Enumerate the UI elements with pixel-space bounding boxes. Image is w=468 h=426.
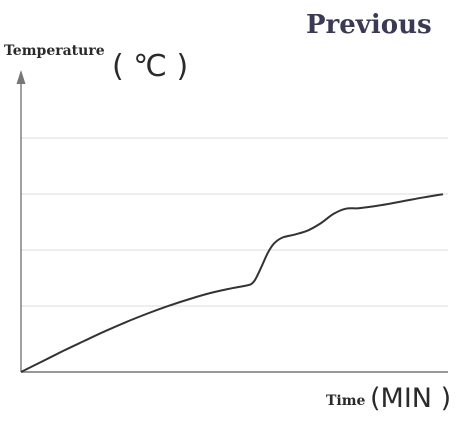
y-axis-label: Temperature bbox=[4, 43, 105, 59]
previous-button[interactable]: Previous bbox=[306, 10, 432, 40]
y-axis-unit: ( ℃ ) bbox=[112, 49, 188, 84]
x-axis-label: Time bbox=[326, 393, 366, 409]
series-line bbox=[20, 193, 444, 373]
y-axis-arrow-icon bbox=[16, 70, 26, 84]
x-axis-unit: (MIN ) bbox=[370, 383, 451, 414]
grid-lines bbox=[21, 137, 448, 307]
